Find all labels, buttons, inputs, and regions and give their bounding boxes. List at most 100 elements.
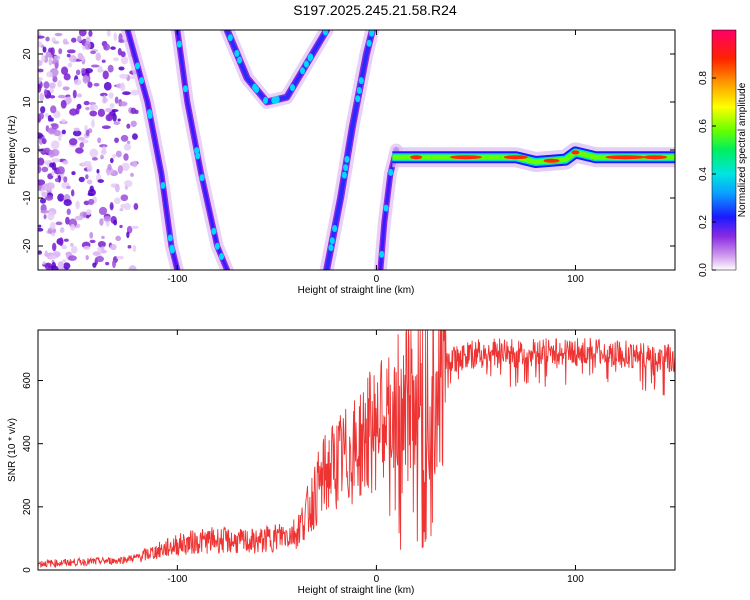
noise-speckle [40,197,47,204]
noise-speckle [77,52,84,61]
noise-speckle [91,157,98,161]
noise-speckle [57,80,62,88]
noise-speckle [100,246,105,251]
noise-speckle [102,94,107,103]
noise-speckle [88,30,93,37]
noise-speckle [109,103,115,109]
noise-speckle [57,261,64,270]
track-highlight [341,171,347,179]
colorbar-label: Normalized spectral amplitude [737,82,748,217]
noise-speckle [62,259,67,263]
colorbar-tick-label: 0.2 [698,215,709,229]
noise-speckle [98,144,108,148]
noise-speckle [44,262,53,270]
noise-speckle [107,164,112,171]
noise-speckle [120,203,125,209]
noise-speckle [41,54,46,63]
band-hotspot [410,155,423,160]
spectrogram-ytick-label: 0 [22,147,33,153]
noise-speckle [86,164,93,173]
noise-speckle [63,73,71,81]
colorbar-tick-label: 0.0 [698,263,709,277]
noise-speckle [41,191,48,198]
noise-speckle [76,93,82,98]
noise-speckle [45,36,50,42]
noise-speckle [112,183,116,188]
noise-speckle [54,177,60,183]
noise-speckle [50,117,54,122]
noise-speckle [114,183,120,193]
track-highlight [329,237,335,245]
noise-speckle [91,64,100,68]
noise-speckle [132,133,138,140]
noise-speckle [114,96,119,104]
noise-speckle [54,32,63,37]
noise-speckle [92,251,101,256]
noise-speckle [52,75,58,83]
noise-speckle [41,166,49,173]
noise-speckle [98,206,108,216]
noise-speckle [66,53,71,58]
noise-speckle [109,202,114,211]
noise-speckle [84,41,91,50]
noise-speckle [115,150,122,158]
noise-speckle [70,189,75,197]
band-hotspot [449,155,482,160]
noise-speckle [78,176,85,183]
noise-speckle [38,179,46,186]
noise-speckle [95,255,105,263]
noise-speckle [38,165,42,174]
noise-speckle [85,214,90,219]
noise-speckle [101,59,106,63]
band-hotspot [543,158,560,163]
noise-speckle [85,106,90,111]
noise-speckle [103,81,112,91]
noise-speckle [63,199,72,207]
noise-speckle [95,52,101,61]
noise-speckle [101,146,107,154]
noise-speckle [106,30,111,37]
noise-speckle [132,160,138,168]
noise-speckle [43,214,47,220]
noise-speckle [68,138,78,146]
noise-speckle [97,108,106,117]
noise-speckle [38,68,44,73]
noise-speckle [38,77,42,84]
noise-speckle [88,198,95,206]
noise-speckle [130,89,139,96]
track-highlight [332,224,338,232]
noise-speckle [110,109,119,113]
noise-speckle [107,64,114,73]
spectrogram-ytick-label: -20 [22,238,33,253]
noise-speckle [46,182,55,190]
noise-speckle [89,239,96,244]
noise-speckle [83,200,90,206]
band-hotspot [503,155,528,160]
noise-speckle [49,95,56,99]
noise-speckle [43,81,50,89]
track-highlight [134,62,140,70]
noise-speckle [57,94,66,99]
noise-speckle [71,171,76,176]
noise-speckle [73,78,82,86]
noise-speckle [38,227,44,232]
noise-speckle [53,55,61,61]
noise-speckle [131,225,139,229]
noise-speckle [75,200,80,210]
track-highlight [167,234,173,242]
noise-speckle [117,118,121,122]
noise-speckle [52,40,60,45]
noise-speckle [112,57,119,62]
snr-xtick-label: -100 [167,574,187,585]
track-highlight [344,155,350,163]
noise-speckle [39,92,45,102]
track-highlight [366,39,372,47]
noise-speckle [85,254,89,261]
noise-speckle [38,224,42,228]
noise-speckle [68,55,77,63]
noise-speckle [60,99,67,109]
noise-speckle [118,66,125,71]
